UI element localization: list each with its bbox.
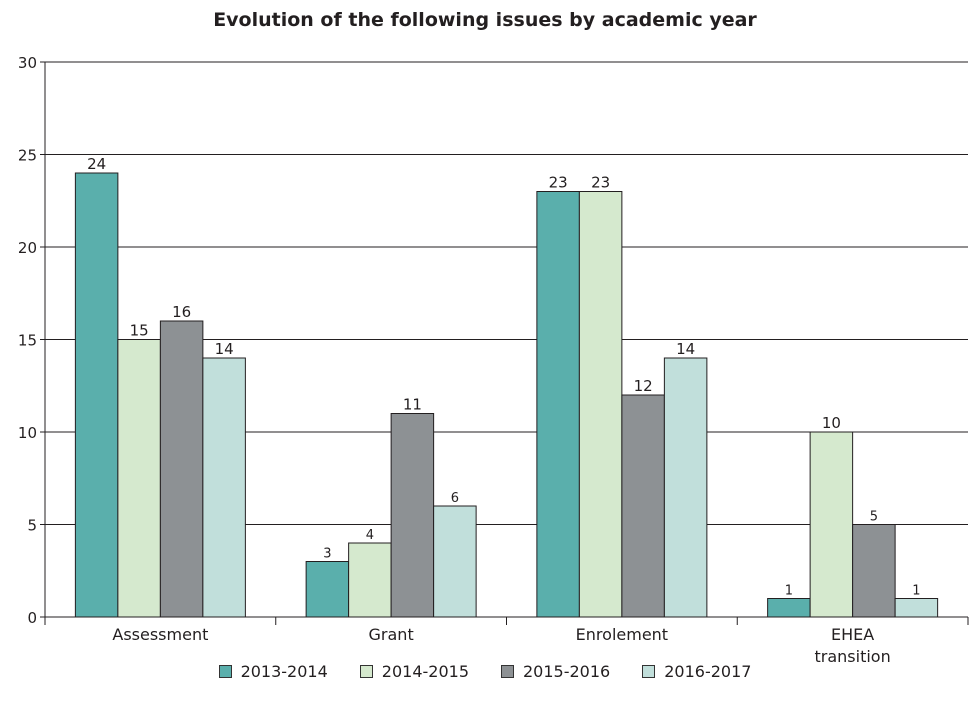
bar xyxy=(159,320,204,618)
legend: 2013-2014 2014-2015 2015-2016 2016-2017 xyxy=(0,662,970,681)
x-tick-label: transition xyxy=(815,647,891,666)
data-label: 6 xyxy=(451,491,459,506)
bar xyxy=(852,524,896,618)
legend-label: 2013-2014 xyxy=(240,662,328,681)
data-label: 1 xyxy=(912,584,920,599)
x-tick-label: Assessment xyxy=(112,625,208,644)
bar xyxy=(390,413,435,618)
bar xyxy=(809,431,854,618)
bar xyxy=(578,191,623,618)
data-label: 11 xyxy=(403,396,422,414)
bar xyxy=(202,357,246,618)
bar xyxy=(536,191,580,618)
legend-label: 2015-2016 xyxy=(523,662,611,681)
bar xyxy=(621,394,665,618)
data-label: 14 xyxy=(215,340,234,358)
x-tick-label: Grant xyxy=(369,625,414,644)
bar xyxy=(767,598,811,618)
legend-label: 2014-2015 xyxy=(381,662,469,681)
legend-swatch xyxy=(359,665,373,678)
bar xyxy=(433,505,477,618)
data-label: 16 xyxy=(172,303,191,321)
data-label: 12 xyxy=(634,377,653,395)
bar xyxy=(663,357,708,618)
legend-swatch xyxy=(218,665,232,678)
data-label: 23 xyxy=(549,174,568,192)
x-tick-label: EHEA xyxy=(831,625,874,644)
x-tick-label: Enrolement xyxy=(576,625,668,644)
data-label: 14 xyxy=(676,340,695,358)
data-label: 15 xyxy=(130,322,149,340)
bar xyxy=(894,598,939,618)
data-label: 5 xyxy=(870,510,878,525)
bar xyxy=(348,542,392,618)
bar xyxy=(74,172,119,618)
y-tick-label: 25 xyxy=(18,147,37,165)
y-tick-label: 5 xyxy=(27,517,37,535)
legend-swatch xyxy=(501,665,514,678)
y-tick-label: 0 xyxy=(27,609,37,627)
legend-item: 2013-2014 xyxy=(218,662,328,681)
data-label: 10 xyxy=(822,414,841,432)
data-label: 4 xyxy=(366,528,374,543)
bar xyxy=(117,339,161,618)
legend-item: 2015-2016 xyxy=(501,662,610,681)
legend-item: 2014-2015 xyxy=(359,662,469,681)
y-tick-label: 20 xyxy=(18,239,37,257)
data-label: 1 xyxy=(785,584,793,599)
legend-item: 2016-2017 xyxy=(642,662,751,681)
data-label: 3 xyxy=(323,547,331,562)
y-tick-label: 15 xyxy=(18,332,37,350)
data-label: 24 xyxy=(87,155,106,173)
chart-title: Evolution of the following issues by aca… xyxy=(213,9,757,31)
y-tick-label: 10 xyxy=(18,424,37,442)
y-tick-label: 30 xyxy=(18,54,37,72)
data-label: 23 xyxy=(591,174,610,192)
bar xyxy=(305,561,350,618)
legend-label: 2016-2017 xyxy=(664,662,752,681)
legend-swatch xyxy=(642,665,656,678)
